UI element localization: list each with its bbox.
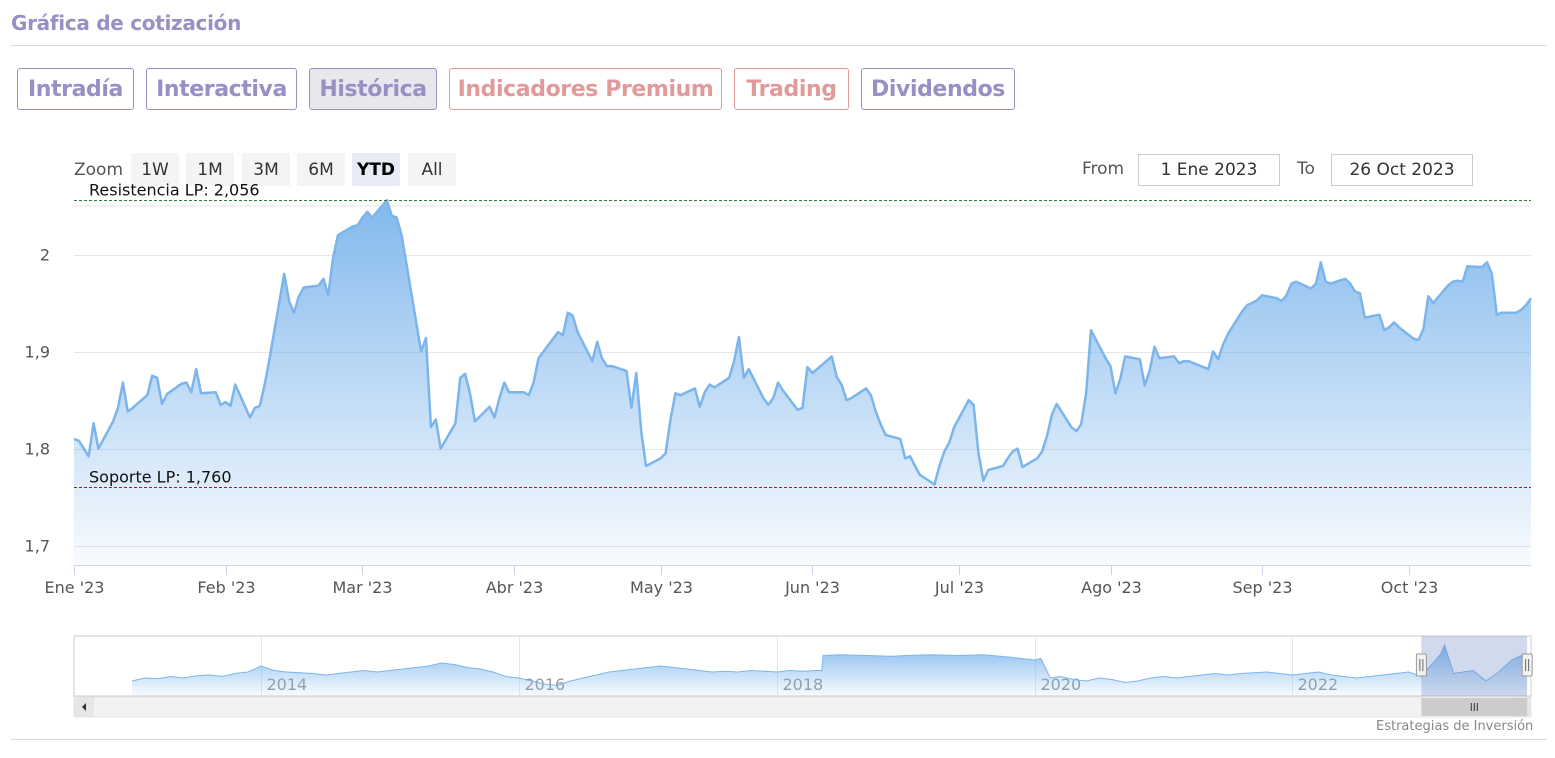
x-axis: Ene '23 Feb '23 Mar '23 Abr '23 May '23 Jun '… <box>45 565 1531 597</box>
x-tick-label: Oct '23 <box>1381 578 1439 597</box>
from-label: From <box>1082 159 1125 179</box>
plot-lines: Resistencia LP: 2,056 Soporte LP: 1,760 <box>74 181 1531 488</box>
y-tick-label: 2 <box>40 246 50 265</box>
zoom-label: Zoom <box>74 160 124 180</box>
to-label: To <box>1297 159 1315 179</box>
navigator-line <box>131 643 1528 687</box>
handle-grip <box>1521 653 1533 677</box>
navigator-handle-right[interactable] <box>1521 653 1533 677</box>
chart-credit-link[interactable]: Estrategias de Inversión <box>1376 719 1534 734</box>
navigator-area <box>132 645 1528 696</box>
zoom-1m-button[interactable]: 1M <box>186 153 234 186</box>
x-tick-label: Feb '23 <box>197 578 255 597</box>
support-label: Soporte LP: 1,760 <box>89 468 232 487</box>
navigator[interactable]: 20142016201820202022 <box>73 635 1533 718</box>
tab-trading[interactable]: Trading <box>734 68 849 110</box>
x-tick-label: Jul '23 <box>934 578 984 597</box>
tab-indicadores-premium[interactable]: Indicadores Premium <box>449 68 722 110</box>
x-tick-label: Mar '23 <box>332 578 392 597</box>
navigator-selection <box>1421 636 1528 696</box>
y-tick-label: 1,7 <box>25 537 50 556</box>
handle-grip <box>1415 653 1427 677</box>
zoom-3m-button[interactable]: 3M <box>242 153 290 186</box>
x-tick-label: May '23 <box>630 578 693 597</box>
chevron-left-icon <box>82 703 86 711</box>
title-divider <box>11 45 1547 46</box>
scrollbar-left-button[interactable] <box>74 697 94 717</box>
series-line <box>73 198 1533 486</box>
x-tick-label: Ago '23 <box>1081 578 1142 597</box>
y-tick-label: 1,9 <box>25 343 50 362</box>
scrollbar-thumb[interactable] <box>1421 698 1528 716</box>
y-tick-label: 1,8 <box>25 440 50 459</box>
tab-historica[interactable]: Histórica <box>309 68 437 110</box>
y-axis: 1,7 1,8 1,9 2 <box>25 246 50 556</box>
x-tick-label: Ene '23 <box>45 578 105 597</box>
scrollbar-track <box>73 696 1532 718</box>
series-area <box>73 198 1533 565</box>
navigator-handle-left[interactable] <box>1415 653 1427 677</box>
from-date-input[interactable] <box>1138 154 1280 186</box>
to-date-input[interactable] <box>1331 154 1473 186</box>
resistance-label: Resistencia LP: 2,056 <box>89 181 260 200</box>
x-tick-label: Sep '23 <box>1233 578 1293 597</box>
page-title: Gráfica de cotización <box>11 11 242 35</box>
x-tick-label: Jun '23 <box>784 578 840 597</box>
tab-intradia[interactable]: Intradía <box>17 68 134 110</box>
zoom-all-button[interactable]: All <box>408 153 456 186</box>
x-tick-label: Abr '23 <box>486 578 544 597</box>
tab-interactiva[interactable]: Interactiva <box>146 68 297 110</box>
bottom-divider <box>11 739 1547 740</box>
series-area-fill <box>74 200 1531 565</box>
zoom-6m-button[interactable]: 6M <box>297 153 345 186</box>
zoom-ytd-button[interactable]: YTD <box>352 153 400 186</box>
zoom-1w-button[interactable]: 1W <box>131 153 179 186</box>
tab-dividendos[interactable]: Dividendos <box>861 68 1015 110</box>
